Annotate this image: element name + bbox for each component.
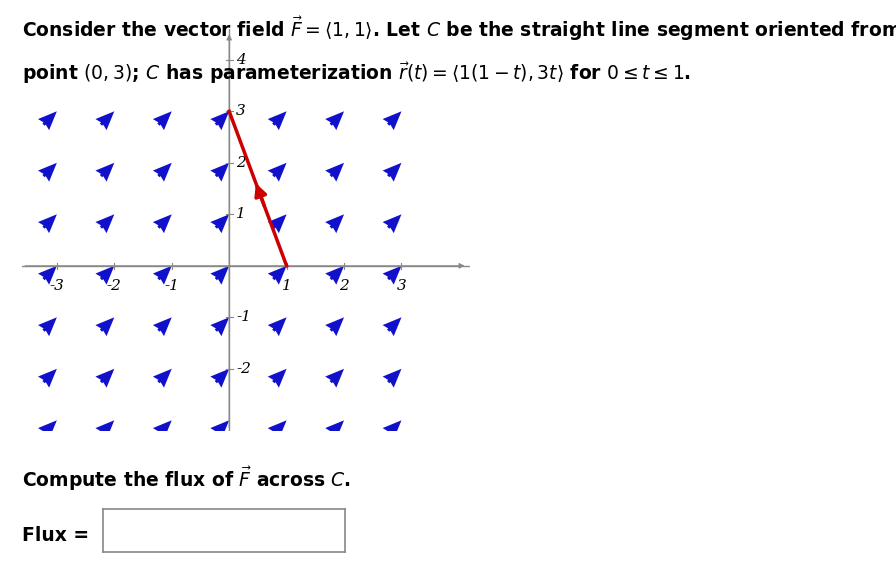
- Text: 1: 1: [281, 279, 291, 292]
- Text: Consider the vector field $\vec{F} = \langle 1, 1\rangle$. Let $C$ be the straig: Consider the vector field $\vec{F} = \la…: [22, 14, 896, 43]
- Text: 2: 2: [340, 279, 349, 292]
- Text: -2: -2: [107, 279, 122, 292]
- Text: 3: 3: [236, 104, 246, 118]
- Text: -1: -1: [236, 310, 251, 324]
- Text: -1: -1: [164, 279, 179, 292]
- Text: 4: 4: [236, 53, 246, 67]
- Text: 3: 3: [397, 279, 407, 292]
- Text: 1: 1: [236, 208, 246, 221]
- Text: Flux =: Flux =: [22, 526, 90, 545]
- Text: -3: -3: [49, 279, 65, 292]
- Text: -2: -2: [236, 362, 251, 376]
- Text: 2: 2: [236, 156, 246, 170]
- Text: Compute the flux of $\vec{F}$ across $C$.: Compute the flux of $\vec{F}$ across $C$…: [22, 465, 351, 494]
- Text: point $(0, 3)$; $C$ has parameterization $\vec{r}(t) = \langle 1(1 - t), 3t\rang: point $(0, 3)$; $C$ has parameterization…: [22, 61, 692, 86]
